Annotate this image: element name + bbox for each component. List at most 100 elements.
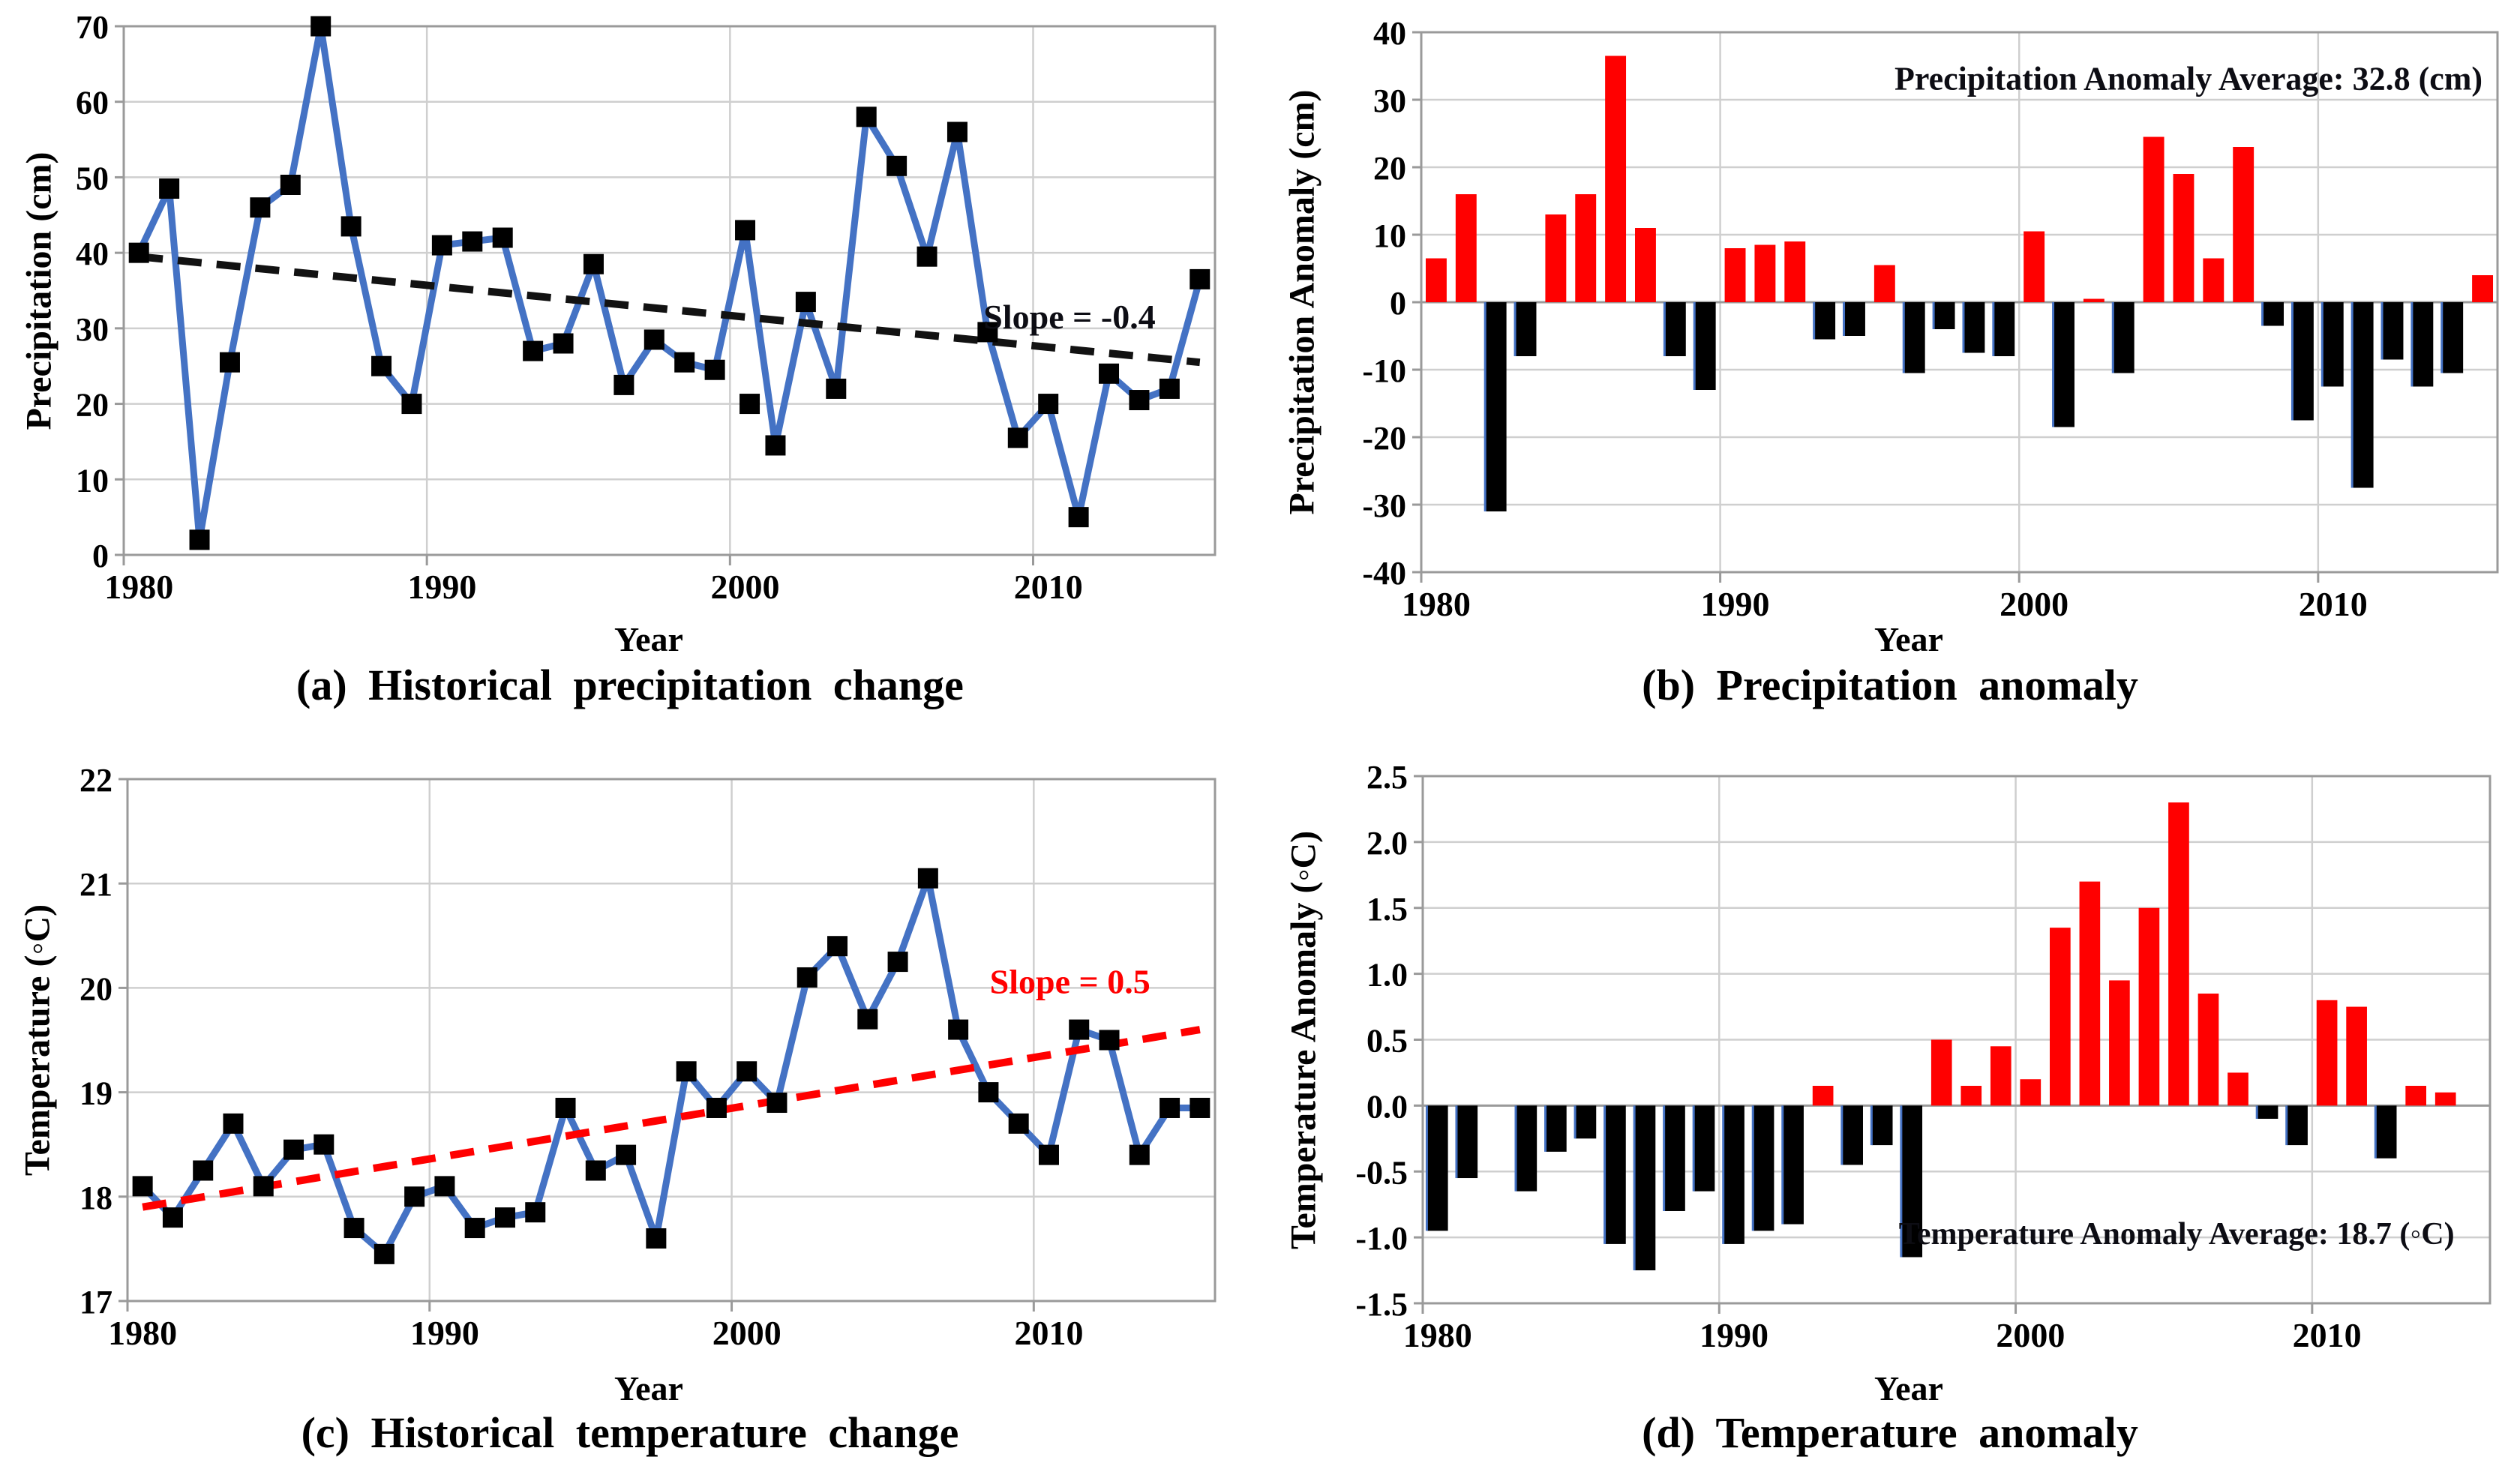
anomaly-bar-1987: [1634, 1105, 1656, 1271]
bar-edge-highlight: [1870, 1105, 1873, 1146]
anomaly-bar-1990: [1724, 248, 1746, 302]
marker-2010: [1038, 394, 1059, 415]
bar-edge-highlight: [1781, 1105, 1784, 1225]
marker-1996: [616, 1144, 637, 1165]
anomaly-bar-1981: [1456, 1105, 1478, 1179]
marker-1991: [464, 1218, 485, 1239]
anomaly-bar-2003: [2113, 302, 2134, 373]
anomaly-bar-1991: [1754, 244, 1776, 302]
anomaly-bar-1997: [1930, 1039, 1952, 1106]
marker-2005: [887, 952, 908, 973]
marker-2013: [1129, 390, 1150, 411]
anomaly-bar-1996: [1901, 1105, 1923, 1258]
bar-edge-highlight: [2290, 302, 2294, 421]
bar-edge-highlight: [1840, 1105, 1844, 1165]
y-tick-label: 21: [80, 866, 112, 903]
marker-2002: [796, 967, 818, 988]
marker-2013: [1129, 1144, 1150, 1165]
y-axis-title: Precipitation Anomaly (cm): [1282, 89, 1322, 515]
anomaly-bar-1984: [1545, 214, 1567, 302]
plot-frame: [1421, 775, 2492, 1305]
y-tick-label: 50: [76, 160, 109, 196]
anomaly-bar-1998: [1960, 1086, 1982, 1106]
x-tick-label: 2000: [712, 1314, 782, 1352]
plot-frame: [126, 778, 1216, 1303]
y-tick-label: 70: [76, 9, 109, 46]
y-tick-label: 1.5: [1366, 891, 1408, 928]
y-tick-label: -1.5: [1355, 1286, 1408, 1323]
y-tick-label: 20: [76, 387, 109, 424]
marker-1988: [371, 355, 392, 376]
bar-edge-highlight: [2440, 302, 2444, 373]
annotation: Slope = 0.5: [990, 962, 1150, 1000]
anomaly-bar-2012: [2375, 1105, 2397, 1159]
anomaly-bar-1980: [1426, 1105, 1448, 1231]
marker-2009: [1008, 1113, 1029, 1134]
anomaly-bar-1988: [1664, 302, 1686, 356]
bar-edge-highlight: [1514, 1105, 1517, 1192]
anomaly-bar-1986: [1605, 55, 1627, 302]
panel-historical-precipitation: 0 10 20 30 40 50 60 70 1980 1990 2000 2010 Slope = -…: [0, 0, 1260, 733]
y-tick-label: 1.0: [1366, 957, 1408, 994]
y-axis-title: Temperature (◦C): [17, 904, 58, 1177]
marker-2007: [946, 121, 968, 142]
y-tick-label: 0.0: [1366, 1088, 1408, 1125]
marker-2000: [736, 1061, 758, 1082]
panel-temperature-anomaly: -1.5 -1.0 -0.5 0.0 0.5 1.0 1.5 2.0 2.5 1980 1990 20…: [1260, 733, 2520, 1465]
anomaly-bar-2008: [2263, 302, 2284, 326]
marker-2015: [1190, 268, 1210, 289]
marker-1995: [583, 253, 604, 274]
marker-1986: [310, 16, 332, 37]
anomaly-bar-2014: [2434, 1092, 2456, 1106]
bar-edge-highlight: [1992, 302, 1995, 356]
y-axis-title: Precipitation (cm): [19, 151, 59, 430]
anomaly-bar-2005: [2168, 802, 2189, 1106]
x-tick-label: 1990: [410, 1314, 479, 1352]
anomaly-bar-2002: [2083, 298, 2104, 302]
marker-2005: [886, 155, 908, 176]
marker-1990: [431, 235, 452, 256]
y-tick-label: -0.5: [1355, 1154, 1408, 1191]
anomaly-bar-1983: [1516, 1105, 1538, 1192]
temperature-line-chart: 17 18 19 20 21 22 1980 1990 2000 2010 Slope = 0.5: [80, 762, 1216, 1352]
anomaly-bar-1992: [1784, 241, 1806, 302]
y-tick-label: 40: [76, 235, 109, 272]
bar-edge-highlight: [1455, 1105, 1458, 1179]
bar-edge-highlight: [2052, 302, 2055, 427]
x-axis-title: Year: [614, 1369, 683, 1408]
bar-edge-highlight: [1663, 302, 1666, 356]
anomaly-bar-2007: [2228, 1072, 2248, 1106]
x-tick-label: 1980: [104, 568, 173, 606]
marker-1994: [553, 333, 574, 354]
marker-1993: [525, 1202, 546, 1223]
y-tick-label: 30: [1373, 82, 1406, 119]
x-tick-label: 2000: [2000, 585, 2068, 622]
anomaly-bar-1992: [1783, 1105, 1804, 1225]
anomaly-bar-2007: [2233, 147, 2254, 302]
bar-edge-highlight: [2261, 302, 2264, 326]
panel-caption: (b) Precipitation anomaly: [1642, 661, 2138, 709]
marker-2014: [1160, 1097, 1180, 1118]
anomaly-bar-1993: [1814, 302, 1836, 340]
bar-edge-highlight: [1751, 1105, 1754, 1231]
x-tick-label: 2010: [2293, 1316, 2362, 1354]
marker-1985: [280, 175, 301, 195]
marker-1994: [555, 1097, 576, 1118]
marker-2000: [735, 220, 756, 241]
bar-edge-highlight: [1544, 1105, 1547, 1152]
anomaly-bar-1980: [1425, 258, 1447, 302]
marker-2008: [977, 322, 998, 343]
anomaly-bar-1996: [1904, 302, 1925, 373]
marker-1984: [250, 197, 271, 218]
anomaly-bar-2001: [2054, 302, 2074, 427]
series-line: [135, 22, 1204, 544]
marker-1995: [585, 1160, 606, 1181]
x-tick-label: 1980: [1403, 1316, 1472, 1354]
bar-edge-highlight: [1902, 302, 1905, 373]
bar-edge-highlight: [2350, 302, 2354, 488]
anomaly-bar-1995: [1871, 1105, 1893, 1146]
anomaly-bar-2003: [2109, 980, 2130, 1106]
y-tick-label: 0: [1390, 285, 1406, 322]
anomaly-bar-2013: [2405, 1086, 2427, 1106]
bar-edge-highlight: [1425, 1105, 1428, 1231]
